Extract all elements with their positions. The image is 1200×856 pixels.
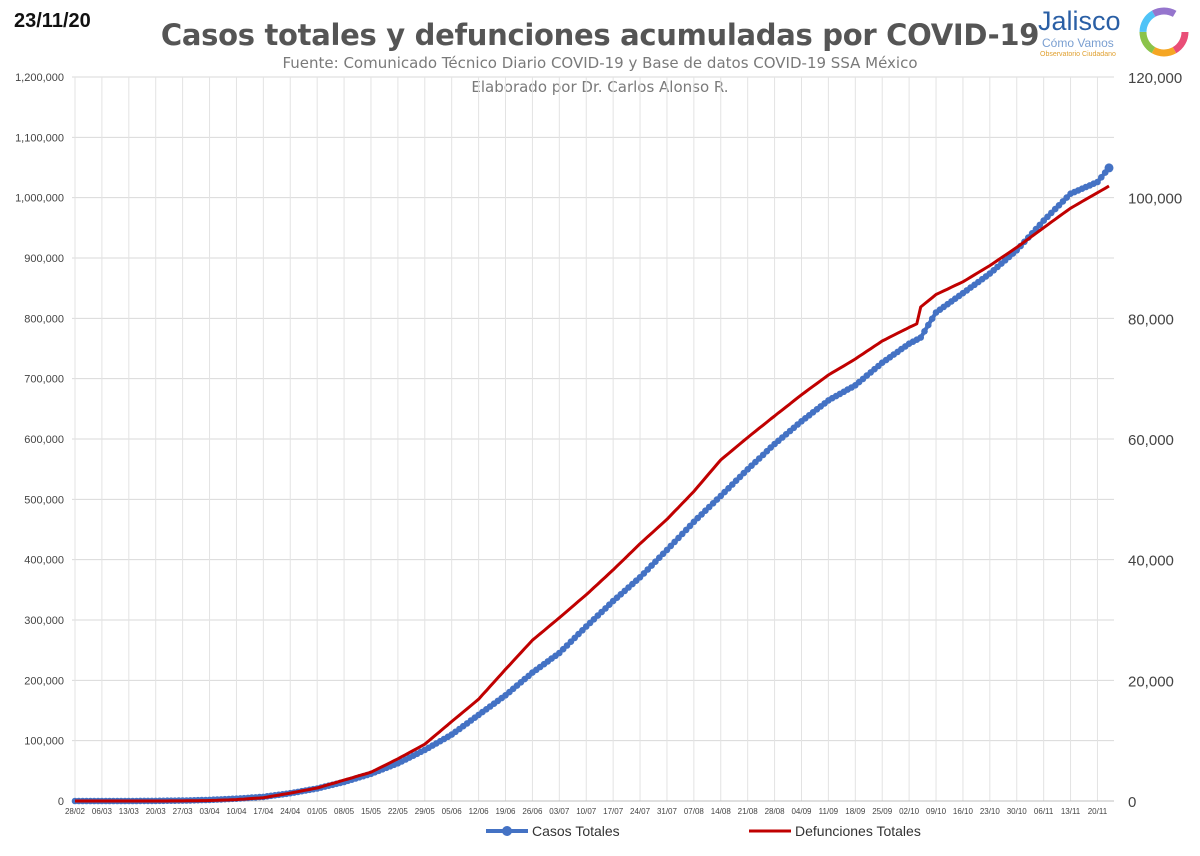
x-tick-label: 20/03 <box>146 807 167 816</box>
x-tick-label: 19/06 <box>495 807 516 816</box>
data-point <box>921 328 928 335</box>
x-tick-label: 27/03 <box>173 807 194 816</box>
data-point <box>1036 221 1044 229</box>
y-left-tick-label: 900,000 <box>24 253 64 265</box>
x-tick-label: 11/09 <box>819 807 839 816</box>
x-tick-label: 15/05 <box>361 807 382 816</box>
data-point <box>925 321 932 329</box>
y-right-tick-label: 60,000 <box>1128 432 1174 449</box>
y-left-tick-label: 100,000 <box>24 736 64 748</box>
logo-subtitle: Cómo Vamos <box>1042 36 1114 50</box>
x-tick-label: 21/08 <box>738 807 759 816</box>
y-right-tick-label: 120,000 <box>1128 70 1182 87</box>
x-tick-label: 20/11 <box>1088 807 1108 816</box>
y-left-tick-label: 0 <box>58 796 64 808</box>
y-axis-left: 0 100,000 200,000 300,000 400,000 500,000 600,… <box>15 72 64 808</box>
x-tick-label: 22/05 <box>388 807 409 816</box>
x-tick-label: 23/10 <box>980 807 1001 816</box>
y-left-tick-label: 1,200,000 <box>15 72 64 84</box>
x-tick-label: 28/02 <box>65 807 86 816</box>
legend-item: Defunciones Totales <box>749 823 921 839</box>
x-tick-label: 28/08 <box>765 807 786 816</box>
x-tick-label: 17/04 <box>253 807 274 816</box>
x-tick-label: 29/05 <box>415 807 436 816</box>
y-right-tick-label: 100,000 <box>1128 191 1182 208</box>
x-tick-label: 03/04 <box>200 807 221 816</box>
x-tick-label: 17/07 <box>603 807 624 816</box>
legend-label: Defunciones Totales <box>795 823 921 839</box>
jalisco-como-vamos-logo: Jalisco Cómo Vamos Observatorio Ciudadan… <box>1030 4 1195 64</box>
y-left-tick-label: 1,100,000 <box>15 132 64 144</box>
data-point <box>686 522 694 530</box>
y-left-tick-label: 600,000 <box>24 434 64 446</box>
logo-ring-icon <box>1139 7 1189 57</box>
chart-title: Casos totales y defunciones acumuladas p… <box>160 18 1040 52</box>
series-defunciones <box>75 184 1110 803</box>
chart-legend: Casos Totales Defunciones Totales <box>486 823 921 839</box>
y-left-tick-label: 500,000 <box>24 494 64 506</box>
legend-label: Casos Totales <box>532 823 620 839</box>
data-point <box>928 315 936 323</box>
y-left-tick-label: 1,000,000 <box>15 193 64 205</box>
y-left-tick-label: 300,000 <box>24 615 64 627</box>
x-tick-label: 25/09 <box>872 807 893 816</box>
x-tick-label: 18/09 <box>845 807 866 816</box>
data-point <box>917 334 924 341</box>
x-tick-label: 06/11 <box>1034 807 1054 816</box>
x-tick-label: 24/07 <box>630 807 651 816</box>
y-right-tick-label: 80,000 <box>1128 311 1174 328</box>
y-left-tick-label: 400,000 <box>24 555 64 567</box>
x-tick-label: 30/10 <box>1007 807 1028 816</box>
y-left-tick-label: 700,000 <box>24 374 64 386</box>
x-tick-label: 05/06 <box>442 807 463 816</box>
y-left-tick-label: 800,000 <box>24 313 64 325</box>
x-tick-label: 09/10 <box>926 807 947 816</box>
series-line <box>75 184 1110 803</box>
x-tick-label: 26/06 <box>522 807 543 816</box>
series-casos <box>71 163 1114 805</box>
data-point <box>1104 163 1114 173</box>
legend-item: Casos Totales <box>486 823 620 839</box>
x-tick-label: 12/06 <box>469 807 490 816</box>
x-axis: 28/02 06/03 13/03 20/03 27/03 03/04 10/04 17/04… <box>65 807 1108 816</box>
y-right-tick-label: 0 <box>1128 794 1136 811</box>
chart-credit: Elaborado por Dr. Carlos Alonso R. <box>471 78 729 96</box>
legend-swatch-marker <box>502 826 512 836</box>
logo-tagline: Observatorio Ciudadano <box>1040 51 1116 58</box>
x-tick-label: 04/09 <box>791 807 812 816</box>
x-tick-label: 06/03 <box>92 807 113 816</box>
x-tick-label: 03/07 <box>549 807 570 816</box>
logo-wordmark: Jalisco <box>1038 6 1121 36</box>
x-tick-label: 08/05 <box>334 807 355 816</box>
y-right-tick-label: 20,000 <box>1128 673 1174 690</box>
series-line <box>75 166 1111 803</box>
x-tick-label: 01/05 <box>307 807 328 816</box>
series-layer <box>71 163 1114 805</box>
y-axis-right: 0 20,000 40,000 60,000 80,000 100,000 120,000 <box>1128 70 1182 811</box>
x-tick-label: 24/04 <box>280 807 301 816</box>
x-tick-label: 10/07 <box>576 807 597 816</box>
data-point <box>1094 178 1101 186</box>
x-tick-label: 13/03 <box>119 807 140 816</box>
x-tick-label: 31/07 <box>657 807 678 816</box>
date-label: 23/11/20 <box>14 10 91 32</box>
x-tick-label: 10/04 <box>226 807 247 816</box>
chart-grid <box>72 76 1114 802</box>
y-left-tick-label: 200,000 <box>24 675 64 687</box>
x-tick-label: 14/08 <box>711 807 732 816</box>
x-tick-label: 13/11 <box>1061 807 1081 816</box>
y-right-tick-label: 40,000 <box>1128 553 1174 570</box>
x-tick-label: 16/10 <box>953 807 974 816</box>
data-point <box>1098 174 1105 181</box>
x-tick-label: 07/08 <box>684 807 705 816</box>
chart-subtitle: Fuente: Comunicado Técnico Diario COVID-… <box>282 54 918 72</box>
x-tick-label: 02/10 <box>899 807 920 816</box>
